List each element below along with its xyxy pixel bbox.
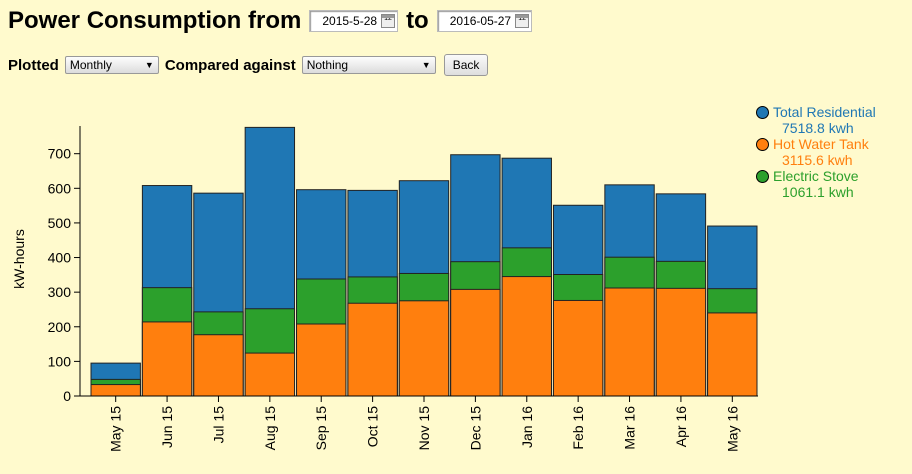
bar-electric-stove[interactable] — [398, 272, 450, 397]
bar-hot-water-tank[interactable] — [141, 321, 193, 397]
legend-value-total: 7518.8 kwh — [782, 120, 854, 136]
back-button[interactable]: Back — [443, 54, 489, 76]
bar-total-residential[interactable] — [141, 185, 193, 397]
x-tick-label: Jan 16 — [519, 406, 535, 448]
y-tick-label: 0 — [63, 388, 71, 404]
y-tick-label: 400 — [48, 250, 72, 266]
bar-total-residential[interactable] — [604, 184, 655, 397]
legend: Total Residential 7518.8 kwh Hot Water T… — [756, 104, 876, 200]
bar-electric-stove[interactable] — [450, 261, 501, 397]
bar-electric-stove[interactable] — [296, 278, 347, 397]
x-tick-label: Apr 16 — [673, 406, 689, 447]
y-tick-label: 200 — [48, 319, 72, 335]
bar-hot-water-tank[interactable] — [347, 302, 398, 397]
legend-item-hot-water[interactable]: Hot Water Tank — [756, 136, 876, 152]
x-tick-label: Oct 15 — [365, 406, 381, 447]
bar-electric-stove[interactable] — [90, 378, 141, 397]
calendar-icon[interactable]: 12 — [381, 14, 396, 28]
x-tick-label: Mar 16 — [622, 406, 638, 450]
bar-total-residential[interactable] — [655, 193, 707, 397]
y-tick-label: 500 — [48, 215, 72, 231]
compared-select[interactable]: Nothing ▼ — [301, 56, 436, 74]
plotted-select[interactable]: Monthly ▼ — [64, 56, 159, 74]
bar-electric-stove[interactable] — [552, 274, 604, 397]
y-tick-label: 600 — [48, 180, 72, 196]
x-axis: May 15 Jun 15 Jul 15 Aug 15 Sep 15 Oct 15 Nov … — [80, 395, 758, 452]
x-tick-label: Nov 15 — [416, 406, 432, 451]
x-tick-label: Sep 15 — [313, 406, 329, 451]
bar-electric-stove[interactable] — [655, 260, 707, 397]
bar-electric-stove[interactable] — [707, 288, 758, 397]
bar-total-residential[interactable] — [450, 154, 501, 397]
x-tick-label: May 16 — [724, 406, 740, 452]
bars-group — [90, 126, 758, 397]
bar-hot-water-tank[interactable] — [193, 334, 244, 397]
y-tick-label: 300 — [48, 284, 72, 300]
electric-stove-dot-icon — [756, 169, 769, 183]
to-date-input[interactable]: 2016-05-27 12 — [436, 10, 533, 32]
y-axis-label: kW-hours — [11, 229, 27, 289]
bar-electric-stove[interactable] — [604, 256, 655, 397]
triangle-down-icon: ▼ — [144, 60, 154, 70]
triangle-down-icon: ▼ — [421, 60, 431, 70]
legend-item-total[interactable]: Total Residential — [756, 104, 876, 120]
legend-item-stove[interactable]: Electric Stove — [756, 168, 876, 184]
x-tick-label: Dec 15 — [467, 406, 483, 451]
bar-electric-stove[interactable] — [347, 276, 398, 397]
bar-hot-water-tank[interactable] — [604, 287, 655, 397]
x-tick-label: Aug 15 — [262, 406, 278, 451]
bar-electric-stove[interactable] — [244, 308, 296, 397]
x-tick-label: Jun 15 — [159, 406, 175, 448]
bar-hot-water-tank[interactable] — [90, 384, 141, 397]
from-date-value: 2015-5-28 — [322, 14, 378, 28]
legend-value-hot-water: 3115.6 kwh — [782, 152, 853, 168]
bar-hot-water-tank[interactable] — [450, 288, 501, 397]
y-tick-label: 100 — [48, 353, 72, 369]
bar-hot-water-tank[interactable] — [244, 352, 296, 397]
bar-total-residential[interactable] — [347, 189, 398, 397]
bar-total-residential[interactable] — [501, 157, 552, 397]
bar-total-residential[interactable] — [90, 362, 141, 397]
to-label: to — [406, 7, 429, 34]
plotted-label: Plotted — [8, 56, 59, 74]
x-tick-label: May 15 — [108, 406, 124, 452]
hot-water-dot-icon — [756, 137, 769, 151]
bar-hot-water-tank[interactable] — [552, 299, 604, 397]
bar-hot-water-tank[interactable] — [296, 323, 347, 397]
bar-hot-water-tank[interactable] — [655, 287, 707, 397]
calendar-icon[interactable]: 12 — [515, 14, 530, 28]
x-tick-label: Jul 15 — [210, 406, 226, 444]
bar-hot-water-tank[interactable] — [398, 300, 450, 397]
compared-label: Compared against — [164, 56, 296, 74]
bar-total-residential[interactable] — [193, 192, 244, 397]
x-tick-label: Feb 16 — [570, 406, 586, 450]
controls-bar: Plotted Monthly ▼ Compared against Nothi… — [8, 54, 489, 76]
bar-total-residential[interactable] — [244, 126, 296, 397]
bar-electric-stove[interactable] — [193, 311, 244, 397]
bar-total-residential[interactable] — [296, 189, 347, 397]
y-tick-label: 700 — [48, 146, 72, 162]
y-axis: 0 100 200 300 400 500 600 700 — [48, 126, 81, 404]
header: Power Consumption from 2015-5-28 12 to 2… — [8, 4, 540, 38]
to-date-value: 2016-05-27 — [449, 14, 512, 28]
page-title: Power Consumption from — [8, 7, 302, 34]
bar-total-residential[interactable] — [552, 204, 604, 397]
legend-value-stove: 1061.1 kwh — [782, 184, 854, 200]
bar-hot-water-tank[interactable] — [501, 276, 552, 397]
bar-total-residential[interactable] — [707, 225, 758, 397]
total-residential-dot-icon — [756, 105, 769, 119]
bar-electric-stove[interactable] — [501, 247, 552, 397]
from-date-input[interactable]: 2015-5-28 12 — [309, 10, 399, 32]
bar-hot-water-tank[interactable] — [707, 312, 758, 397]
bar-electric-stove[interactable] — [141, 287, 193, 397]
bar-total-residential[interactable] — [398, 180, 450, 397]
